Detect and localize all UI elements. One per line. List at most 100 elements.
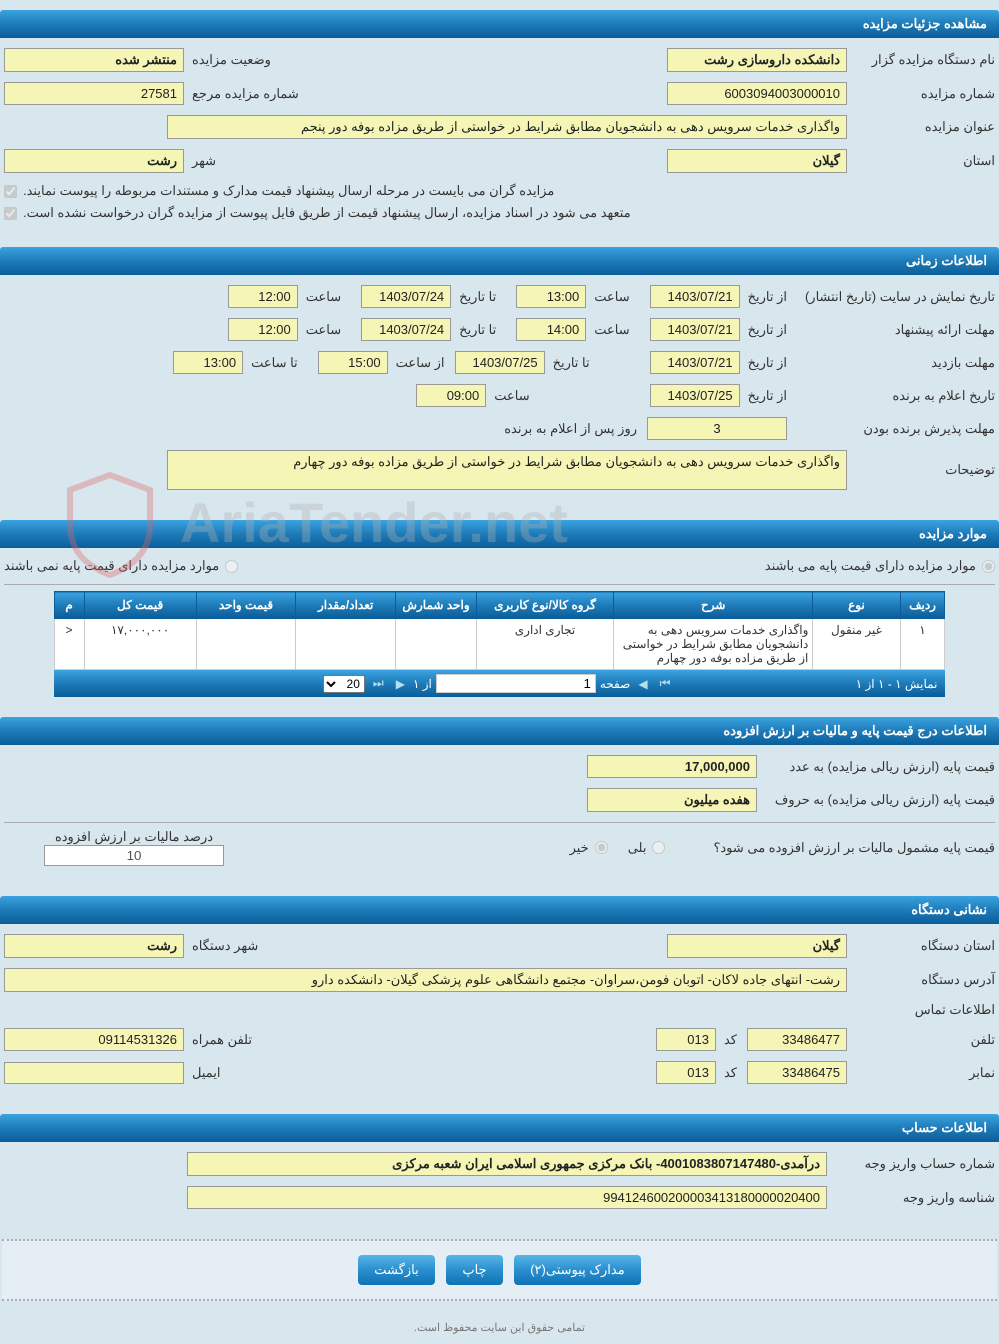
footer-text: تمامی حقوق این سایت محفوظ است. (0, 1311, 999, 1344)
value-accept-days: 3 (647, 417, 787, 440)
table-header: م (54, 592, 84, 619)
value-visit-from-hour: 15:00 (318, 351, 388, 374)
table-cell: تجاری اداری (476, 619, 613, 670)
value-acc-id: 994124600200003413180000020400 (187, 1186, 827, 1209)
label-offer-to-date: تا تاریخ (459, 322, 496, 338)
label-fax: نمابر (855, 1065, 995, 1081)
value-fax-code: 013 (656, 1061, 716, 1084)
value-base-num: 17,000,000 (587, 755, 757, 778)
value-offer-to-date: 1403/07/24 (361, 318, 451, 341)
pager-last-icon[interactable]: ⏭ (369, 676, 388, 691)
value-winner-hour: 09:00 (416, 384, 486, 407)
pager-next-icon[interactable]: ▶ (392, 677, 409, 691)
value-offer-from-hour: 14:00 (516, 318, 586, 341)
print-button[interactable]: چاپ (446, 1255, 502, 1285)
label-ref-no: شماره مزایده مرجع (192, 86, 299, 102)
table-cell: واگذاری خدمات سرویس دهی به دانشجویان مطا… (614, 619, 813, 670)
table-cell (296, 619, 396, 670)
table-cell: < (54, 619, 84, 670)
table-cell (396, 619, 477, 670)
value-winner-date: 1403/07/25 (650, 384, 740, 407)
table-cell: غیر منقول (813, 619, 900, 670)
pager-prev-icon[interactable]: ◀ (634, 677, 651, 691)
section-header-account: اطلاعات حساب (0, 1114, 999, 1142)
pager-first-icon[interactable]: ⏮ (656, 676, 675, 691)
value-org-address: رشت- انتهای جاده لاکان- اتوبان فومن،سراو… (4, 968, 847, 992)
items-table: ردیفنوعشرحگروه کالا/نوع کاربریواحد شمارش… (54, 591, 946, 670)
label-hour-1: ساعت (594, 289, 629, 305)
label-vat-no: خیر (570, 840, 589, 856)
value-auction-no: 6003094003000010 (667, 82, 847, 105)
label-auction-no: شماره مزایده (855, 86, 995, 102)
value-visit-to-date: 1403/07/25 (455, 351, 545, 374)
label-desc: توضیحات (855, 462, 995, 478)
label-offer-hour-2: ساعت (306, 322, 341, 338)
table-row: ۱غیر منقولواگذاری خدمات سرویس دهی به دان… (54, 619, 945, 670)
label-radio-with-base: موارد مزایده دارای قیمت پایه می باشند (765, 558, 976, 574)
label-visit-from-hour: از ساعت (396, 355, 445, 371)
table-header: واحد شمارش (396, 592, 477, 619)
radio-with-base (982, 560, 995, 573)
pager-size-select[interactable]: 20 (323, 675, 365, 693)
value-phone: 33486477 (747, 1028, 847, 1051)
value-org-province: گیلان (667, 934, 847, 958)
label-org: نام دستگاه مزایده گزار (855, 52, 995, 68)
checkbox-label-attachments: مزایده گران می بایست در مرحله ارسال پیشن… (23, 183, 554, 199)
attachments-button[interactable]: مدارک پیوستی(۲) (514, 1255, 641, 1285)
table-cell: ۱ (900, 619, 945, 670)
value-fax: 33486475 (747, 1061, 847, 1084)
radio-vat-yes (652, 841, 665, 854)
label-fax-code: کد (724, 1065, 737, 1081)
label-contact-header: اطلاعات تماس (855, 1002, 995, 1018)
table-header: ردیف (900, 592, 945, 619)
label-vat-yes: بلی (628, 840, 647, 856)
label-province: استان (855, 153, 995, 169)
label-mobile: تلفن همراه (192, 1032, 252, 1048)
table-cell: ۱۷,۰۰۰,۰۰۰ (84, 619, 196, 670)
value-offer-from-date: 1403/07/21 (650, 318, 740, 341)
value-title: واگذاری خدمات سرویس دهی به دانشجویان مطا… (167, 115, 847, 139)
label-from-date: از تاریخ (748, 289, 787, 305)
section-header-vat: اطلاعات درج قیمت پایه و مالیات بر ارزش ا… (0, 717, 999, 745)
label-org-city: شهر دستگاه (192, 938, 258, 954)
label-winner-from-date: از تاریخ (748, 388, 787, 404)
value-city: رشت (4, 149, 184, 173)
value-phone-code: 013 (656, 1028, 716, 1051)
value-offer-to-hour: 12:00 (228, 318, 298, 341)
section-header-org: نشانی دستگاه (0, 896, 999, 924)
value-status: منتشر شده (4, 48, 184, 72)
pager-of-label: از ۱ (413, 677, 432, 691)
value-visit-to-hour: 13:00 (173, 351, 243, 374)
section-header-time: اطلاعات زمانی (0, 247, 999, 275)
label-acc-id: شناسه واریز وجه (835, 1190, 995, 1206)
label-org-address: آدرس دستگاه (855, 972, 995, 988)
back-button[interactable]: بازگشت (358, 1255, 434, 1285)
label-visit-to-date: تا تاریخ (553, 355, 590, 371)
table-header: تعداد/مقدار (296, 592, 396, 619)
value-publish-from-hour: 13:00 (516, 285, 586, 308)
label-status: وضعیت مزایده (192, 52, 271, 68)
pager-page-input[interactable] (436, 674, 596, 693)
label-publish: تاریخ نمایش در سایت (تاریخ انتشار) (795, 289, 995, 305)
value-base-word: هفده میلیون (587, 788, 757, 812)
pager-page-label: صفحه (600, 677, 630, 691)
checkbox-attachments (4, 185, 17, 198)
label-visit-to-hour: تا ساعت (251, 355, 298, 371)
value-ref-no: 27581 (4, 82, 184, 105)
label-accept: مهلت پذیرش برنده بودن (795, 421, 995, 437)
label-offer-hour-1: ساعت (594, 322, 629, 338)
value-vat-pct (44, 845, 224, 866)
pager-summary: نمایش ۱ - ۱ از ۱ (856, 677, 938, 691)
label-base-word: قیمت پایه (ارزش ریالی مزایده) به حروف (765, 792, 995, 808)
table-header: گروه کالا/نوع کاربری (476, 592, 613, 619)
value-publish-to-hour: 12:00 (228, 285, 298, 308)
section-header-detail: مشاهده جزئیات مزایده (0, 10, 999, 38)
checkbox-nofile (4, 207, 17, 220)
value-publish-to-date: 1403/07/24 (361, 285, 451, 308)
value-publish-from-date: 1403/07/21 (650, 285, 740, 308)
label-email: ایمیل (192, 1065, 221, 1081)
label-radio-without-base: موارد مزایده دارای قیمت پایه نمی باشند (4, 558, 219, 574)
label-city: شهر (192, 153, 216, 169)
value-visit-from-date: 1403/07/21 (650, 351, 740, 374)
value-mobile: 09114531326 (4, 1028, 184, 1051)
